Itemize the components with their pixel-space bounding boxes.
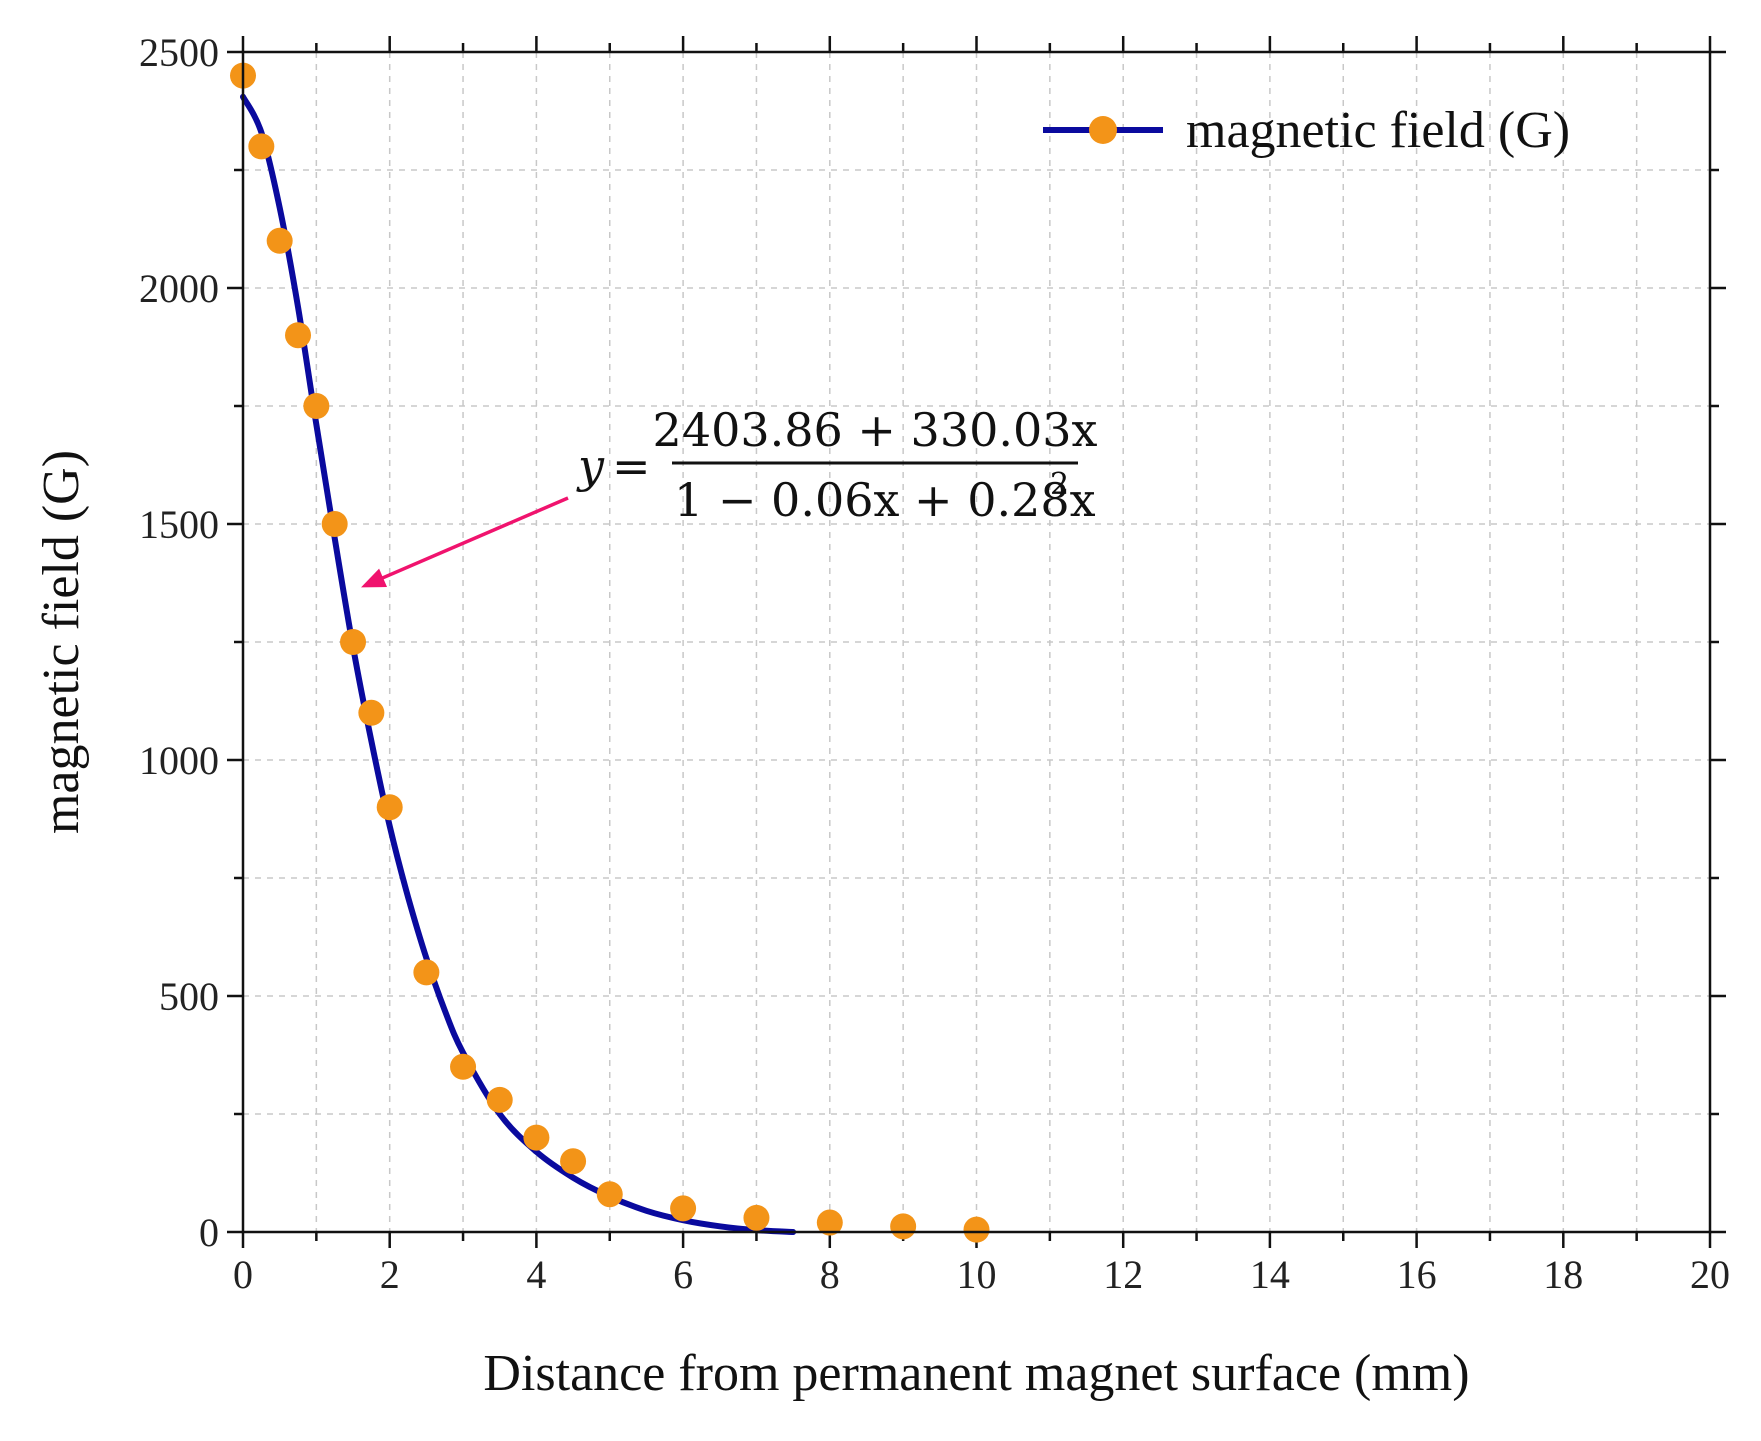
data-point	[816, 1209, 843, 1236]
data-point	[486, 1086, 513, 1113]
data-point	[285, 322, 312, 349]
data-point	[340, 629, 367, 655]
data-points-group	[230, 62, 990, 1243]
data-point	[743, 1204, 770, 1231]
x-tick-label: 4	[526, 1252, 546, 1297]
y-tick-label: 500	[159, 974, 219, 1019]
y-tick-label: 1000	[139, 738, 219, 783]
data-point	[450, 1053, 477, 1080]
data-point	[523, 1124, 550, 1151]
data-point	[248, 133, 275, 160]
y-tick-label: 1500	[139, 502, 219, 547]
data-point	[303, 393, 330, 419]
data-point	[413, 959, 440, 986]
x-tick-label: 16	[1397, 1252, 1437, 1297]
data-point	[963, 1216, 990, 1243]
equation-denominator: 1 − 0.06x + 0.28x	[674, 473, 1096, 527]
x-tick-label: 10	[957, 1252, 997, 1297]
legend: magnetic field (G)	[1043, 102, 1570, 159]
annotation-arrow-head	[361, 568, 388, 588]
x-tick-label: 2	[380, 1252, 400, 1297]
x-tick-label: 14	[1250, 1252, 1290, 1297]
equation-numerator: 2403.86 + 330.03x	[653, 403, 1098, 457]
x-tick-label: 18	[1543, 1252, 1583, 1297]
x-tick-label: 8	[820, 1252, 840, 1297]
y-tick-label: 2000	[139, 266, 219, 311]
equation-lhs: y	[576, 439, 605, 493]
y-tick-label: 2500	[139, 30, 219, 75]
legend-marker-swatch	[1089, 116, 1117, 144]
y-axis-title: magnetic field (G)	[33, 450, 90, 834]
x-tick-label: 0	[233, 1252, 253, 1297]
y-tick-label: 0	[199, 1210, 219, 1255]
equation-equals: =	[612, 439, 651, 493]
x-tick-label: 12	[1103, 1252, 1143, 1297]
data-point	[266, 227, 293, 254]
legend-label: magnetic field (G)	[1186, 102, 1570, 159]
grid-lines	[243, 52, 1710, 1232]
x-tick-label: 20	[1690, 1252, 1730, 1297]
data-point	[670, 1195, 697, 1222]
annotation-arrow-line	[376, 496, 569, 582]
plot-frame	[241, 50, 1712, 1234]
data-point	[596, 1181, 623, 1208]
x-tick-label: 6	[673, 1252, 693, 1297]
equation-exponent: 2	[1050, 467, 1069, 502]
data-point	[890, 1213, 917, 1240]
data-point	[376, 794, 403, 821]
tick-labels: 0 2 4 6 8 10 12 14 16 18 20 0 500 1000 1500 2000 2500	[139, 30, 1730, 1297]
data-point	[358, 699, 385, 726]
x-axis-title: Distance from permanent magnet surface (…	[483, 1345, 1469, 1402]
data-point	[560, 1148, 587, 1175]
data-point	[321, 511, 348, 537]
